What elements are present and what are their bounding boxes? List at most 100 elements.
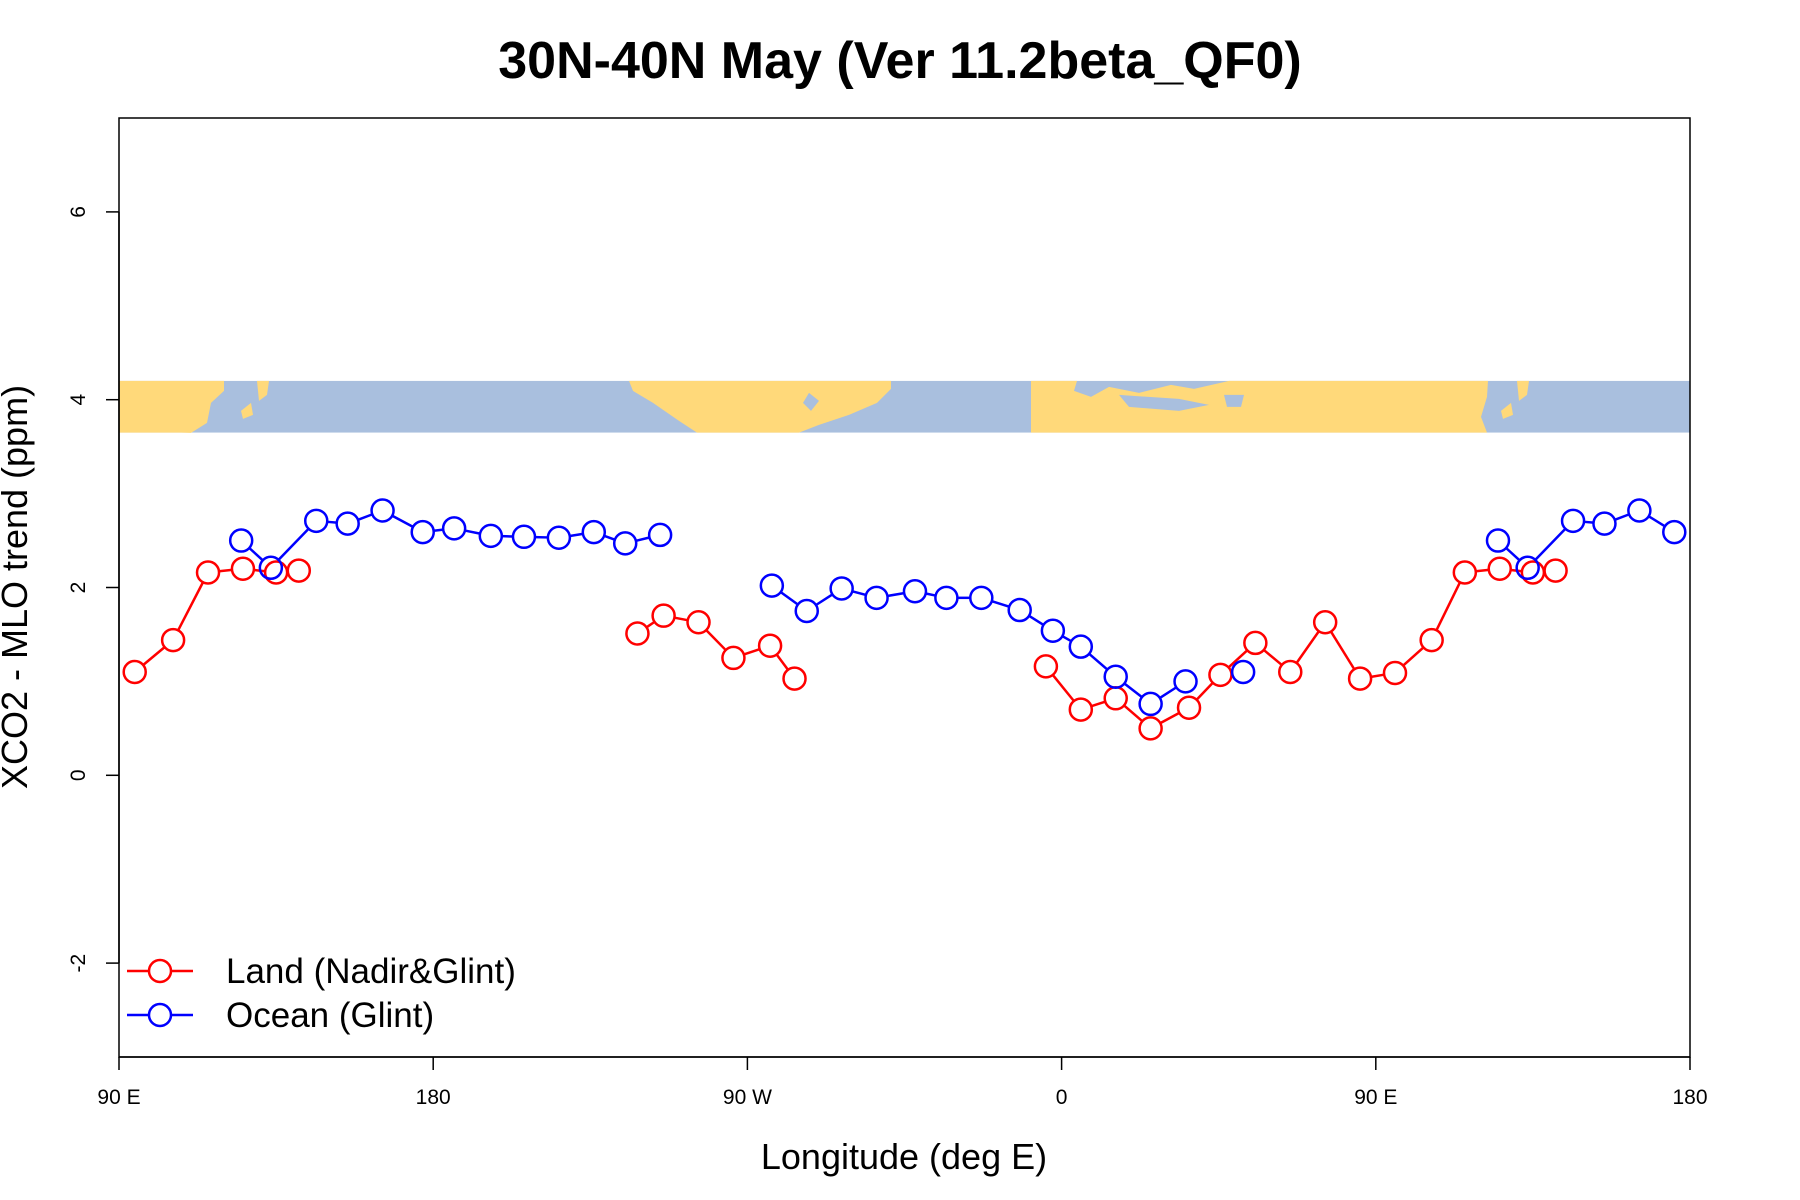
series-line xyxy=(635,536,650,542)
x-tick-label: 90 E xyxy=(97,1086,140,1109)
legend-label-ocean: Ocean (Glint) xyxy=(226,996,434,1035)
map-land-region xyxy=(1517,380,1529,401)
series-line xyxy=(1370,673,1385,679)
series-line xyxy=(218,568,233,573)
series-line xyxy=(1123,682,1143,699)
data-point xyxy=(1312,609,1338,635)
data-point xyxy=(263,560,289,585)
x-tick-label: 90 W xyxy=(723,1086,772,1109)
series-line xyxy=(569,532,584,538)
map-water-region xyxy=(803,392,819,411)
x-tick-label: 180 xyxy=(1672,1086,1707,1109)
data-point xyxy=(1347,666,1373,691)
data-point xyxy=(160,627,186,653)
x-axis-title: Longitude (deg E) xyxy=(761,1136,1047,1177)
x-tick-label: 90 E xyxy=(1354,1086,1397,1109)
series-line xyxy=(277,527,310,561)
data-point xyxy=(1487,556,1512,581)
data-point xyxy=(612,531,638,556)
series-line xyxy=(1159,711,1180,725)
series-line xyxy=(391,514,414,528)
map-land-region xyxy=(1501,402,1513,419)
y-tick-label: 2 xyxy=(67,582,90,594)
data-point xyxy=(1485,528,1511,553)
data-point xyxy=(864,585,889,611)
data-point xyxy=(1173,669,1198,694)
series-line xyxy=(142,646,166,666)
y-axis: -2 0 2 4 6 xyxy=(67,206,120,972)
map-land-region xyxy=(119,380,224,433)
data-point xyxy=(335,511,360,536)
map-land-region xyxy=(257,380,269,401)
data-point xyxy=(1662,519,1687,545)
data-point xyxy=(1419,627,1444,653)
data-point xyxy=(1515,555,1540,581)
data-point xyxy=(721,645,746,671)
series-line xyxy=(780,591,799,606)
map-land-region xyxy=(1031,380,1488,433)
map-land-region xyxy=(629,380,891,433)
map-water-region xyxy=(1119,394,1209,411)
map-water-region xyxy=(1224,394,1244,407)
data-point xyxy=(1382,660,1408,686)
legend: Land (Nadir&Glint) Ocean (Glint) xyxy=(127,952,516,1035)
legend-marker-ocean xyxy=(147,1002,173,1028)
series-line xyxy=(248,547,264,562)
data-point xyxy=(228,528,254,553)
series-line xyxy=(1028,614,1045,626)
series-line xyxy=(1648,515,1666,528)
data-point xyxy=(1452,560,1478,585)
data-point xyxy=(759,573,785,598)
series-line xyxy=(1295,630,1320,664)
series-line xyxy=(851,590,867,597)
data-point xyxy=(1278,659,1303,685)
data-point xyxy=(546,525,572,550)
y-tick-label: 4 xyxy=(67,394,90,406)
series-line xyxy=(1329,630,1356,670)
data-point xyxy=(782,666,807,691)
data-point xyxy=(794,598,819,624)
series-line xyxy=(887,591,905,598)
world-map-strip xyxy=(119,380,1690,433)
data-point xyxy=(969,585,994,611)
map-land-region xyxy=(241,402,253,419)
data-point xyxy=(1592,511,1617,536)
data-point xyxy=(370,498,395,523)
series-line xyxy=(925,592,936,597)
y-tick-label: 0 xyxy=(67,769,90,781)
legend-marker-land xyxy=(147,958,173,984)
series-layer xyxy=(122,498,1687,741)
data-point xyxy=(934,585,959,611)
data-point xyxy=(1040,618,1066,643)
y-tick-label: 6 xyxy=(67,206,90,218)
series-line xyxy=(1475,568,1489,573)
series-line xyxy=(1435,581,1462,631)
x-tick-label: 180 xyxy=(416,1086,451,1109)
data-point xyxy=(195,560,221,585)
x-tick-label: 0 xyxy=(1056,1086,1068,1109)
legend-label-land: Land (Nadir&Glint) xyxy=(226,952,516,991)
chart-title: 30N-40N May (Ver 11.2beta_QF0) xyxy=(498,32,1302,90)
data-point xyxy=(1627,498,1652,523)
data-point xyxy=(1068,634,1094,659)
data-point xyxy=(1560,508,1586,534)
series-line xyxy=(1090,700,1106,708)
series-line xyxy=(674,616,688,622)
series-line xyxy=(1583,520,1594,524)
data-point xyxy=(478,523,504,549)
data-point xyxy=(122,659,147,685)
series-line xyxy=(1195,681,1214,701)
series-line xyxy=(357,513,373,521)
data-point xyxy=(1230,659,1256,685)
data-point xyxy=(410,519,435,545)
data-point xyxy=(1103,664,1128,689)
series-line xyxy=(645,620,656,629)
series-line xyxy=(815,593,834,607)
data-point xyxy=(1243,630,1268,656)
series-line xyxy=(177,581,205,631)
series-line xyxy=(603,534,616,541)
data-point xyxy=(511,524,537,550)
data-point xyxy=(625,621,650,646)
series-land xyxy=(122,556,1568,741)
